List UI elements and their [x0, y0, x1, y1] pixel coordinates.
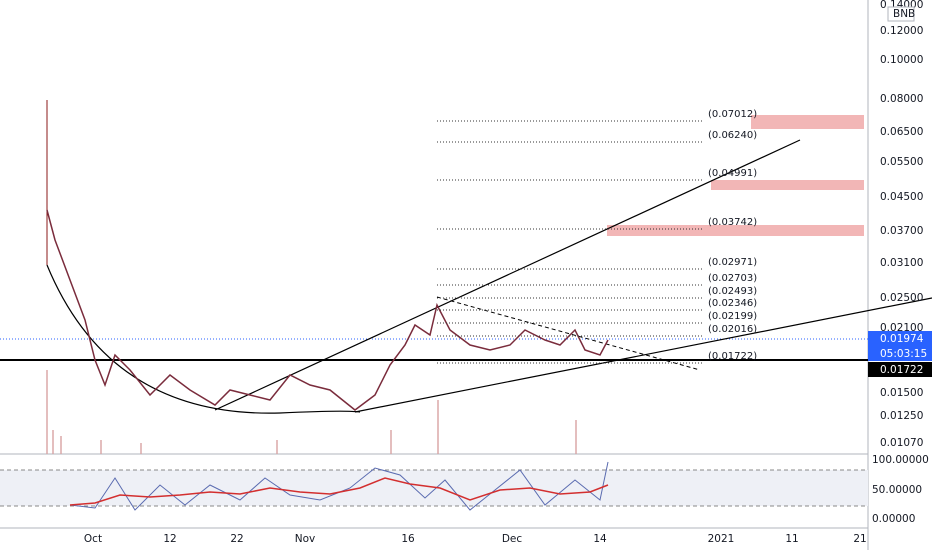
oscillator-axis-label: 50.00000: [872, 484, 922, 496]
price-axis-label: 0.04500: [880, 191, 923, 203]
trend-line: [354, 297, 932, 413]
trend-line: [214, 139, 801, 411]
fib-label: (0.02199): [708, 311, 757, 322]
price-axis-label: 0.01500: [880, 387, 923, 399]
target-zone: [751, 115, 864, 129]
fib-label: (0.01722): [708, 351, 757, 362]
time-axis-label: Nov: [295, 533, 316, 545]
oscillator-axis-label: 0.00000: [872, 513, 915, 525]
fib-label: (0.02703): [708, 273, 757, 284]
time-axis-label: 14: [593, 533, 607, 545]
fib-label: (0.04991): [708, 168, 757, 179]
price-axis-label: 0.05500: [880, 156, 923, 168]
price-axis-label: 0.10000: [880, 54, 923, 66]
time-axis-label: 11: [785, 533, 798, 545]
price-axis-label: 0.02500: [880, 292, 923, 304]
oscillator-axis-label: 100.00000: [872, 454, 929, 466]
fib-label: (0.06240): [708, 130, 757, 141]
rounding-arc: [46, 264, 361, 414]
last-price-tag: [868, 331, 932, 361]
trend-line: [436, 296, 701, 371]
price-axis-label: 0.06500: [880, 126, 923, 138]
support-tag: [868, 362, 932, 377]
fib-label: (0.07012): [708, 109, 757, 120]
currency-badge: [887, 6, 915, 22]
time-axis-label: 12: [163, 533, 176, 545]
time-axis-label: 21: [853, 533, 866, 545]
price-axis-label: 0.01070: [880, 437, 923, 449]
fib-label: (0.02971): [708, 257, 757, 268]
price-axis-label: 0.01250: [880, 410, 923, 422]
time-axis-label: Oct: [84, 533, 102, 545]
target-zone: [711, 180, 864, 190]
target-zone: [607, 225, 864, 236]
price-axis-label: 0.03700: [880, 225, 923, 237]
currency-label: BNB: [893, 8, 915, 20]
time-axis-label: Dec: [502, 533, 523, 545]
time-axis-label: 2021: [708, 533, 735, 545]
fib-label: (0.02016): [708, 324, 757, 335]
oscillator-k: [69, 461, 609, 511]
last-price: 0.01974: [880, 333, 924, 345]
oscillator-band: [0, 470, 868, 506]
price-path: [46, 209, 609, 411]
price-axis-label: 0.14000: [880, 0, 923, 11]
price-axis-label: 0.12000: [880, 25, 923, 37]
price-axis-label: 0.08000: [880, 93, 923, 105]
fib-label: (0.02493): [708, 286, 757, 297]
time-axis-label: 16: [401, 533, 415, 545]
oscillator-d: [69, 477, 609, 506]
price-axis-label: 0.03100: [880, 257, 923, 269]
time-axis-label: 22: [230, 533, 243, 545]
fib-label: (0.02346): [708, 298, 757, 309]
countdown: 05:03:15: [880, 348, 927, 360]
volume: [46, 370, 577, 454]
fib-label: (0.03742): [708, 217, 757, 228]
support-price: 0.01722: [880, 364, 923, 376]
